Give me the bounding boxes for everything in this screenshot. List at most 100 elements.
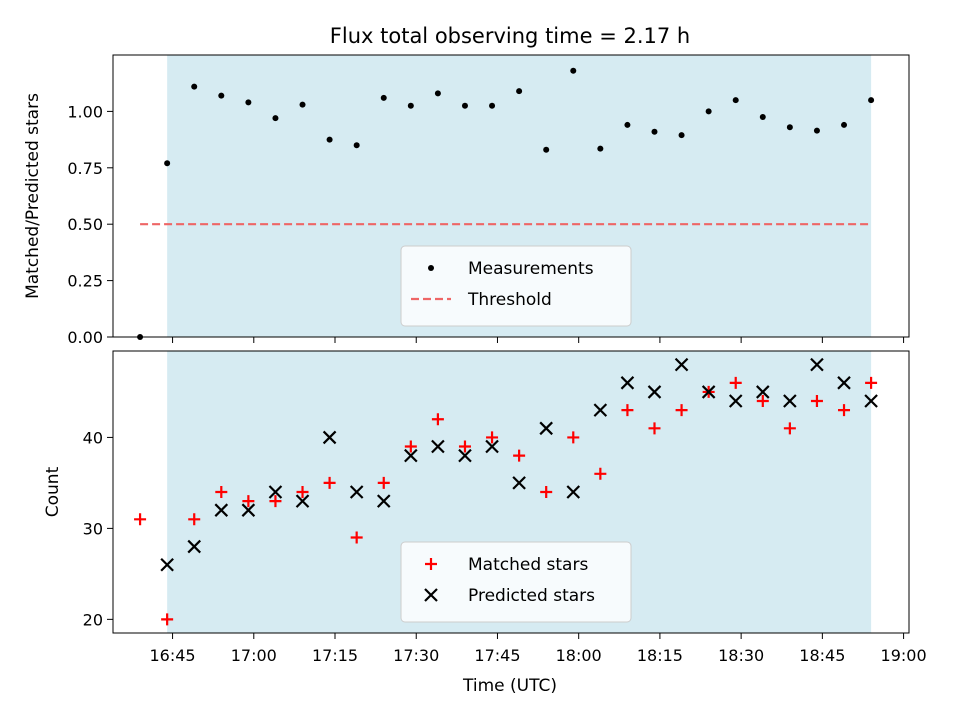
x-tick-label: 17:45 [474,646,520,665]
data-point [458,448,472,463]
data-point [489,102,496,109]
data-point [570,67,577,74]
x-tick-label: 18:30 [718,646,764,665]
data-point [245,99,252,106]
y-tick-label: 40 [83,428,103,447]
x-tick-label: 16:45 [150,646,196,665]
data-point [431,439,445,454]
data-point [756,385,770,399]
data-point [540,486,553,498]
data-point [380,94,387,101]
y-tick-label: 1.00 [67,102,103,121]
data-point [838,404,851,417]
data-point [215,486,228,498]
data-point [810,395,823,408]
data-point [841,121,848,128]
series-matched-stars [134,376,878,626]
data-point [350,531,363,544]
series-predicted-stars [160,357,878,572]
x-tick-label: 17:15 [312,646,358,665]
y-tick-label: 0.00 [67,328,103,347]
x-tick-label: 17:00 [231,646,277,665]
data-point [485,439,499,454]
x-tick-label: 18:15 [637,646,683,665]
data-point [810,357,824,372]
legend: Measurements Threshold [400,245,632,327]
data-point [594,467,607,480]
data-point [187,539,202,554]
y-tick-label: 0.50 [67,215,103,234]
data-point [701,385,716,399]
data-point [323,476,336,489]
data-point [705,108,712,115]
data-point [214,503,229,517]
data-point [620,376,635,390]
data-point [678,132,685,139]
axes-frame [112,54,910,338]
data-point [786,124,793,131]
data-point [647,385,662,399]
data-point [326,136,333,143]
data-point [164,160,171,167]
data-point [567,431,580,444]
legend-label: Measurements [468,259,594,279]
data-point [407,102,414,109]
y-tick-label: 0.25 [67,272,103,291]
legend-marker [425,558,437,570]
legend-label: Predicted stars [468,586,595,606]
data-point [624,121,631,128]
y-tick-label: 30 [83,519,103,538]
data-point [434,90,441,97]
data-point [543,146,550,153]
data-point [868,97,875,104]
x-tick-label: 18:45 [799,646,845,665]
y-axis-label: Matched/Predicted stars [23,93,43,299]
data-point [160,557,174,572]
data-point [539,421,553,436]
data-point [458,440,471,453]
data-point [651,128,658,135]
data-point [431,413,444,426]
data-point [512,476,526,490]
data-point [349,485,364,499]
data-point [621,404,634,417]
data-point [864,394,878,408]
data-point [728,394,743,408]
data-point [268,485,283,499]
y-tick-label: 0.75 [67,159,103,178]
series-measurements [137,67,875,340]
data-point [134,513,147,526]
data-point [732,97,739,104]
count-panel: 20 30 40 16:45 17:00 17:15 17:30 17:45 18:00 18:1… [43,350,927,665]
legend-marker [424,588,438,602]
data-point [674,357,689,372]
data-point [404,440,417,453]
data-point [322,430,337,445]
data-point [648,422,661,435]
data-point [218,92,225,99]
data-point [161,613,174,626]
data-point [188,513,201,526]
data-point [729,376,742,389]
data-point [783,394,797,408]
data-point [837,376,851,390]
data-point [295,494,310,508]
legend-box [400,245,632,327]
data-point [516,88,523,95]
data-point [376,494,391,508]
data-point [242,495,255,508]
data-point [783,422,796,435]
legend-marker [428,265,434,271]
data-point [597,145,604,152]
data-point [191,83,198,90]
x-tick-label: 18:00 [556,646,602,665]
data-point [566,485,581,499]
data-point [675,404,688,417]
data-point [299,101,306,108]
legend-label: Threshold [467,290,552,310]
data-point [404,448,418,463]
y-tick-label: 20 [83,610,103,629]
data-point [813,127,820,134]
data-point [461,102,468,109]
